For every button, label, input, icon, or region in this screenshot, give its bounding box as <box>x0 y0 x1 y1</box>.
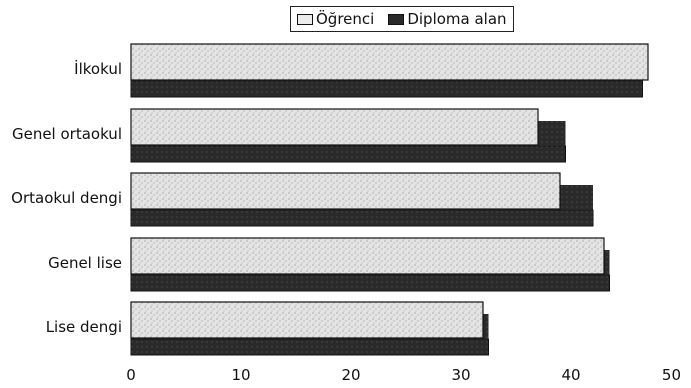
x-tick-label-30: 30 <box>451 366 470 384</box>
x-tick-label-50: 50 <box>662 366 681 384</box>
bar-diploma-alan-0 <box>130 80 643 98</box>
x-tick-label-10: 10 <box>231 366 250 384</box>
legend-swatch-ogrenci <box>297 13 313 25</box>
bar-diploma-alan-4 <box>130 338 489 356</box>
legend-entry-ogrenci: Öğrenci <box>297 10 374 28</box>
legend-swatch-diploma-alan <box>388 13 405 25</box>
bar-ogrenci-2 <box>130 172 561 210</box>
bar-ogrenci-0 <box>130 43 649 81</box>
x-tick-label-20: 20 <box>341 366 360 384</box>
category-label-1: Genel ortaokul <box>12 125 122 143</box>
category-label-0: İlkokul <box>74 59 122 78</box>
category-label-3: Genel lise <box>48 254 122 272</box>
bar-ogrenci-4 <box>130 301 484 339</box>
x-tick-label-40: 40 <box>561 366 580 384</box>
bar-diploma-alan-1 <box>130 145 566 163</box>
category-label-4: Lise dengi <box>46 318 122 336</box>
bar-diploma-alan-2 <box>130 209 594 227</box>
legend-label-ogrenci: Öğrenci <box>316 10 375 28</box>
legend-label-diploma-alan: Diploma alan <box>407 10 507 28</box>
bar-diploma-alan-3 <box>130 274 610 292</box>
legend: Öğrenci Diploma alan <box>290 6 514 32</box>
x-tick-label-0: 0 <box>126 366 136 384</box>
bar-ogrenci-3 <box>130 237 605 275</box>
legend-entry-diploma-alan: Diploma alan <box>388 10 507 28</box>
x-tick-labels: 0 10 20 30 40 50 <box>126 366 681 384</box>
category-labels: İlkokul Genel ortaokul Ortaokul dengi Genel… <box>11 59 122 336</box>
bar-ogrenci-1 <box>130 108 539 146</box>
category-label-2: Ortaokul dengi <box>11 189 122 207</box>
bars-layer <box>130 43 649 356</box>
